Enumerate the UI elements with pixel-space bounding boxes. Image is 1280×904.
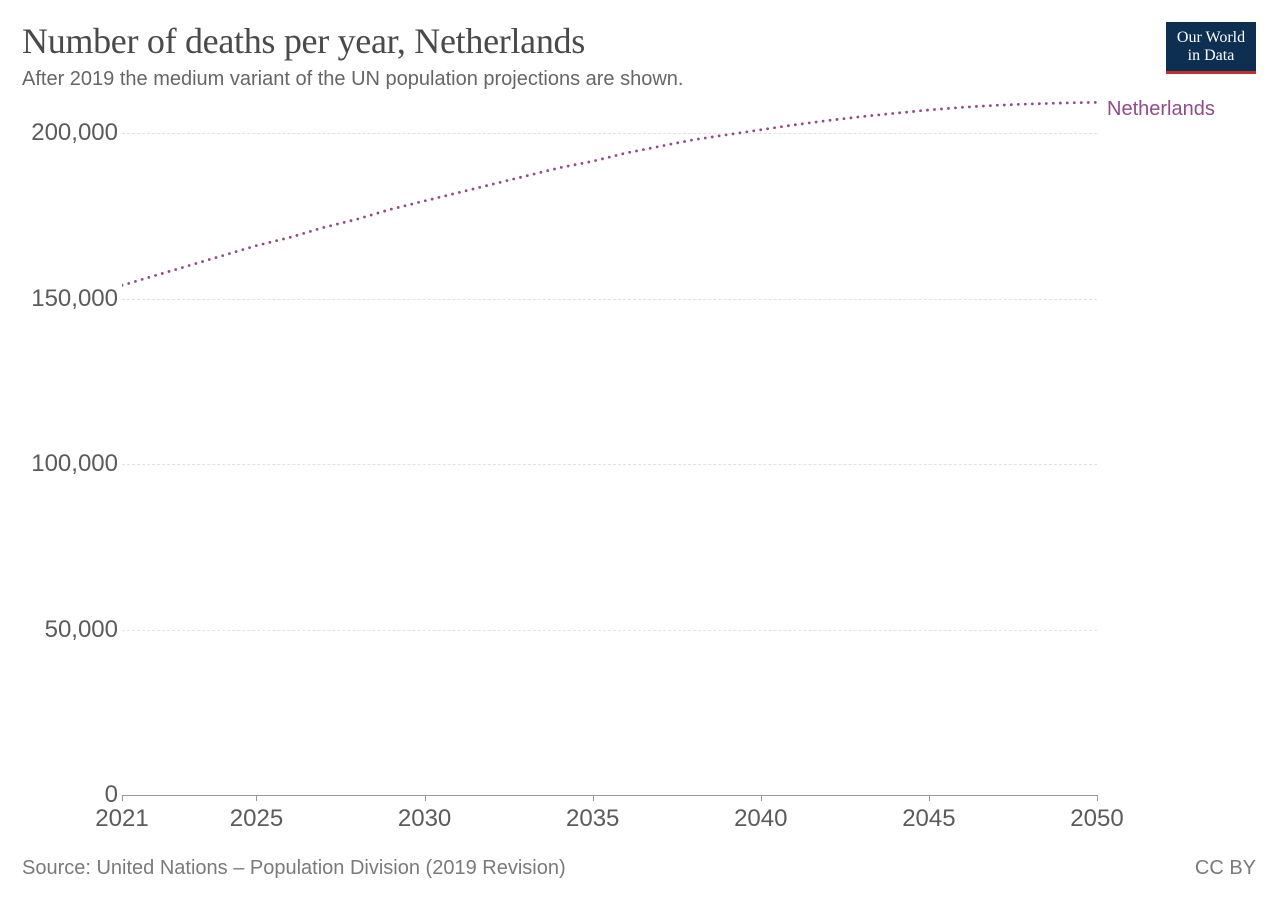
owid-logo: Our World in Data	[1166, 22, 1256, 74]
chart-header: Number of deaths per year, Netherlands A…	[22, 20, 1258, 91]
x-tick	[1097, 795, 1098, 801]
chart-area: 050,000100,000150,000200,000 20212025203…	[22, 100, 1258, 840]
x-tick-label: 2030	[398, 805, 451, 833]
plot-region	[122, 100, 1097, 795]
license-text: CC BY	[1195, 857, 1256, 880]
x-tick	[929, 795, 930, 801]
x-tick	[425, 795, 426, 801]
x-tick-label: 2045	[902, 805, 955, 833]
logo-line2: in Data	[1188, 47, 1235, 65]
chart-subtitle: After 2019 the medium variant of the UN …	[22, 68, 1258, 91]
data-line-svg	[122, 100, 1097, 795]
chart-footer: Source: United Nations – Population Divi…	[22, 857, 1256, 880]
x-tick-label: 2021	[95, 805, 148, 833]
logo-line1: Our World	[1177, 29, 1245, 47]
x-tick	[122, 795, 123, 801]
x-tick-label: 2040	[734, 805, 787, 833]
x-tick-label: 2050	[1070, 805, 1123, 833]
x-tick-label: 2035	[566, 805, 619, 833]
y-tick-label: 200,000	[0, 119, 118, 147]
gridline	[122, 464, 1097, 465]
x-tick	[256, 795, 257, 801]
x-tick-label: 2025	[230, 805, 283, 833]
x-axis-line	[122, 795, 1097, 796]
gridline	[122, 630, 1097, 631]
chart-title: Number of deaths per year, Netherlands	[22, 20, 1258, 62]
gridline	[122, 133, 1097, 134]
y-tick-label: 150,000	[0, 285, 118, 313]
source-text: Source: United Nations – Population Divi…	[22, 857, 566, 880]
series-netherlands	[122, 101, 1097, 287]
logo-underline	[1166, 71, 1256, 74]
y-tick-label: 100,000	[0, 450, 118, 478]
x-tick	[593, 795, 594, 801]
series-label: Netherlands	[1107, 98, 1215, 121]
x-tick	[761, 795, 762, 801]
gridline	[122, 299, 1097, 300]
y-tick-label: 50,000	[0, 616, 118, 644]
